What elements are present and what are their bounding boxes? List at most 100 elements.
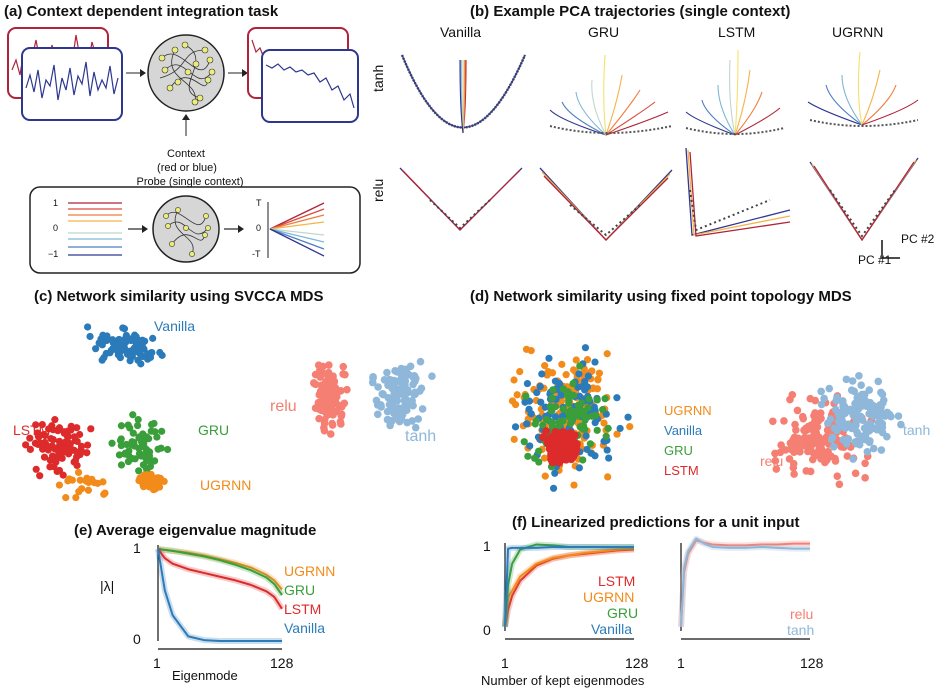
fp-point-ugrnn bbox=[604, 473, 612, 481]
fp-point-tanh bbox=[849, 455, 857, 463]
fp-point-gru bbox=[568, 418, 576, 426]
mds-point-tanh bbox=[384, 393, 393, 402]
fp-point-relu bbox=[793, 435, 802, 443]
c-label-vanilla: Vanilla bbox=[154, 318, 195, 334]
fp-point-ugrnn bbox=[595, 369, 604, 377]
mds-point-tanh bbox=[401, 365, 410, 374]
fp-point-ugrnn bbox=[541, 362, 549, 370]
fp-point-gru bbox=[567, 406, 575, 415]
fp-point-relu bbox=[786, 395, 794, 404]
panel-e-title: (e) Average eigenvalue magnitude bbox=[74, 522, 317, 539]
mds-point-relu bbox=[326, 430, 335, 438]
fp-point-tanh bbox=[851, 424, 859, 433]
mds-point-relu bbox=[324, 368, 333, 377]
fp-point-lstm bbox=[568, 452, 577, 461]
fp-point-tanh bbox=[857, 381, 865, 390]
svcca-mds-scatter bbox=[22, 323, 436, 502]
mds-point-lstm bbox=[55, 437, 64, 445]
context-label: Context bbox=[167, 148, 205, 160]
fp-point-tanh bbox=[820, 394, 828, 403]
e-line-vanilla bbox=[157, 548, 282, 642]
fp-point-relu bbox=[790, 470, 798, 478]
pca-trajectories bbox=[399, 49, 919, 259]
fp-point-relu bbox=[816, 409, 825, 417]
f-left-line-vanilla bbox=[504, 546, 634, 627]
fp-point-gru bbox=[602, 432, 610, 440]
fp-point-vanilla bbox=[582, 432, 590, 440]
fp-point-vanilla bbox=[511, 423, 520, 431]
mds-point-lstm bbox=[83, 449, 91, 457]
mds-point-tanh bbox=[403, 418, 411, 427]
fp-point-tanh bbox=[840, 403, 849, 411]
mds-point-gru bbox=[134, 415, 142, 424]
panel-a-diagram bbox=[7, 27, 361, 274]
mds-point-lstm bbox=[44, 446, 52, 454]
mds-point-lstm bbox=[36, 472, 44, 480]
fp-point-vanilla bbox=[584, 372, 592, 380]
mds-point-tanh bbox=[374, 383, 382, 391]
fp-point-gru bbox=[574, 412, 582, 420]
column-ugrnn: UGRNN bbox=[832, 24, 884, 40]
mds-point-gru bbox=[153, 433, 161, 441]
mds-point-gru bbox=[151, 428, 159, 436]
fp-point-tanh bbox=[855, 372, 863, 380]
fp-point-gru bbox=[548, 394, 556, 402]
mds-point-tanh bbox=[412, 374, 420, 383]
fp-point-tanh bbox=[894, 412, 903, 420]
mds-point-gru bbox=[133, 421, 142, 430]
fp-point-ugrnn bbox=[527, 347, 535, 355]
fp-point-ugrnn bbox=[594, 375, 602, 383]
fp-point-tanh bbox=[869, 412, 878, 420]
mds-point-ugrnn bbox=[65, 475, 73, 483]
d-label-gru: GRU bbox=[664, 443, 693, 458]
mds-point-tanh bbox=[417, 384, 426, 393]
fp-point-ugrnn bbox=[588, 367, 596, 375]
fp-point-gru bbox=[531, 420, 539, 428]
fp-point-vanilla bbox=[557, 391, 565, 399]
mds-point-relu bbox=[336, 417, 345, 426]
fp-point-gru bbox=[592, 411, 600, 419]
fp-point-ugrnn bbox=[541, 472, 549, 480]
fp-point-vanilla bbox=[590, 403, 598, 411]
fp-point-lstm bbox=[553, 454, 562, 463]
fp-point-vanilla bbox=[537, 398, 545, 406]
pc1-label: PC #1 bbox=[858, 253, 892, 267]
mds-point-gru bbox=[122, 440, 131, 449]
fp-point-gru bbox=[565, 395, 573, 403]
mds-point-tanh bbox=[383, 368, 391, 377]
mds-point-tanh bbox=[411, 390, 419, 399]
fp-point-vanilla bbox=[581, 344, 590, 352]
e-line-ugrnn bbox=[157, 548, 283, 591]
fp-point-tanh bbox=[863, 447, 872, 456]
fp-point-vanilla bbox=[575, 464, 583, 472]
fp-point-relu bbox=[769, 417, 777, 426]
fp-point-tanh bbox=[897, 420, 905, 429]
probe-in-tick-mid: 0 bbox=[53, 223, 59, 233]
panel-d-title: (d) Network similarity using fixed point… bbox=[470, 288, 852, 305]
mds-point-lstm bbox=[51, 416, 59, 424]
mds-point-vanilla bbox=[115, 335, 123, 344]
e-legend-gru: GRU bbox=[284, 582, 316, 598]
e-xtick-128: 128 bbox=[270, 655, 294, 671]
fp-point-gru bbox=[549, 386, 557, 394]
mds-point-relu bbox=[316, 389, 324, 398]
mds-point-gru bbox=[117, 435, 125, 443]
fp-point-gru bbox=[524, 452, 532, 460]
fp-point-gru bbox=[569, 379, 577, 388]
fp-point-relu bbox=[815, 446, 824, 455]
mds-point-gru bbox=[135, 433, 143, 441]
fp-point-vanilla bbox=[545, 354, 553, 362]
mds-point-gru bbox=[115, 451, 124, 459]
panel-c-title: (c) Network similarity using SVCCA MDS bbox=[34, 288, 324, 305]
f-xtick-1-left: 1 bbox=[501, 655, 509, 671]
fp-point-gru bbox=[559, 385, 567, 393]
mds-point-relu bbox=[343, 385, 351, 394]
mds-point-vanilla bbox=[83, 323, 92, 331]
fp-point-relu bbox=[800, 426, 808, 435]
mds-point-tanh bbox=[414, 415, 423, 423]
probe-out-tick-bottom: -T bbox=[252, 249, 261, 259]
f-ytick-0: 0 bbox=[483, 622, 491, 638]
mds-point-lstm bbox=[40, 453, 49, 461]
fp-point-gru bbox=[548, 418, 556, 426]
